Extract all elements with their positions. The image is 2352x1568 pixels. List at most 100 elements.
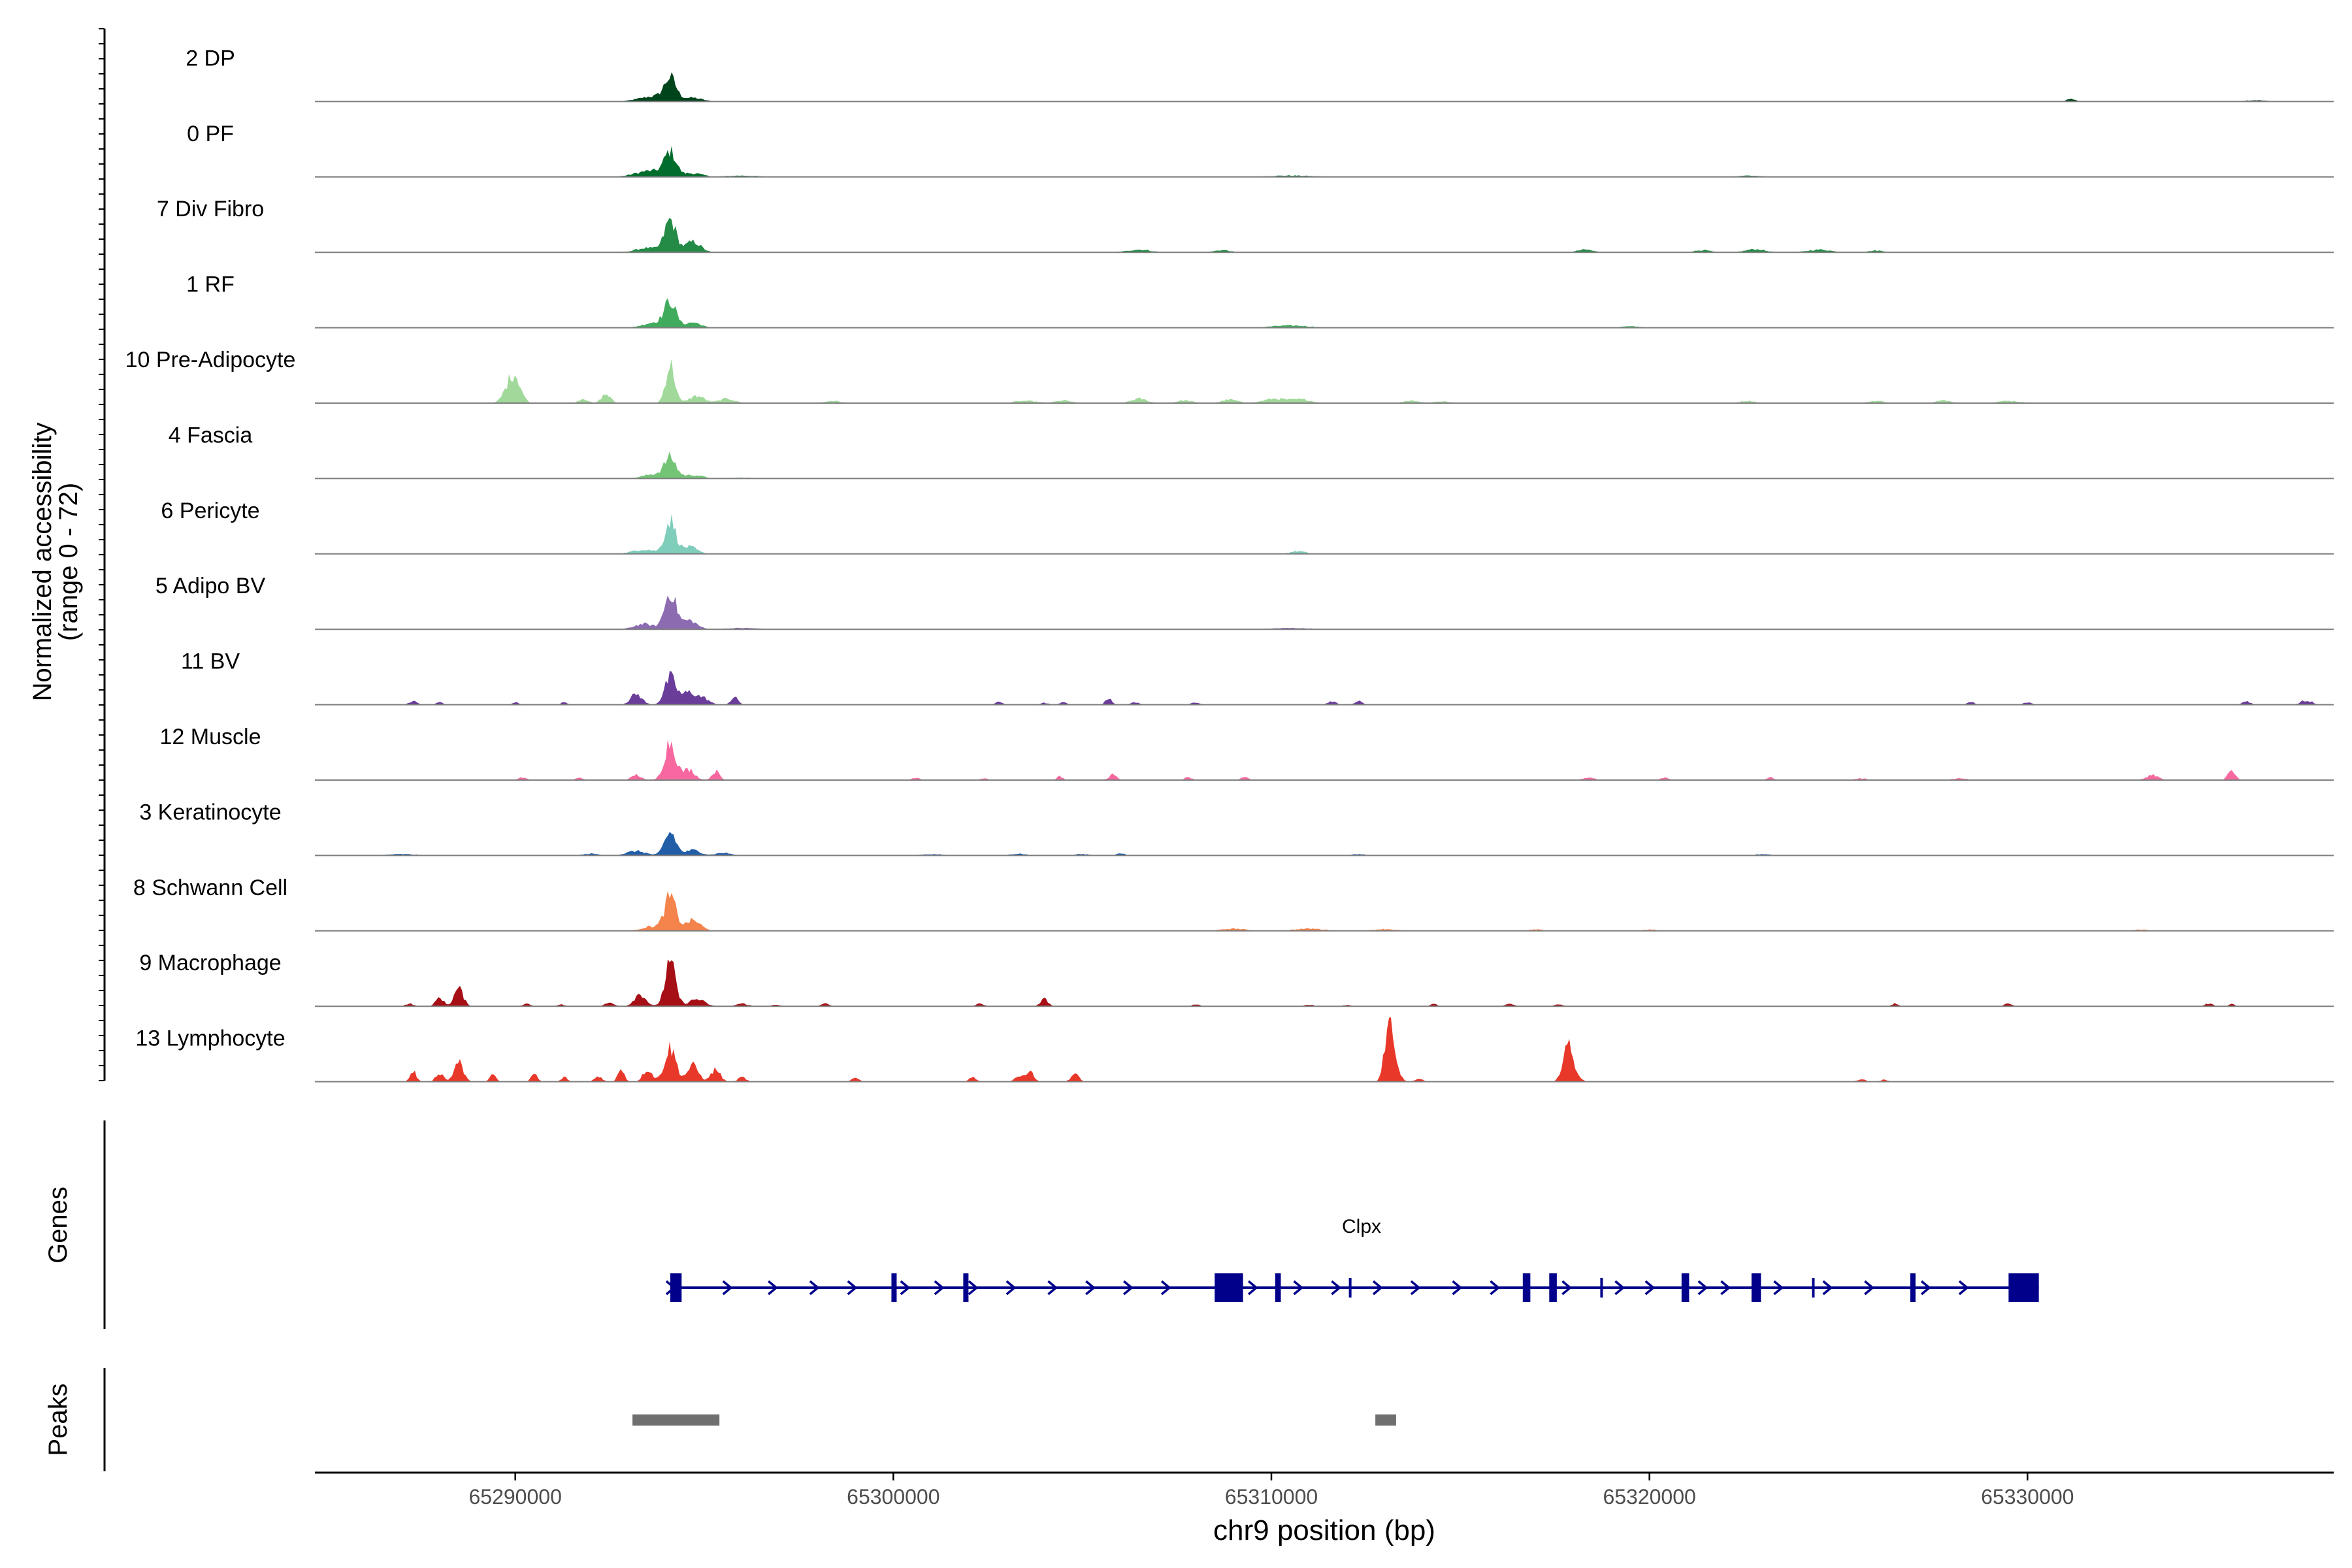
gene-exon — [1600, 1278, 1603, 1298]
coverage-area — [315, 72, 2334, 102]
track-label: 7 Div Fibro — [157, 197, 264, 221]
strand-arrow — [1920, 1280, 1931, 1296]
gene-exon — [891, 1273, 897, 1302]
track-label: 0 PF — [187, 122, 234, 146]
strand-arrow — [847, 1280, 858, 1296]
track-1-rf: 1 RF — [186, 272, 2334, 329]
gene-exon — [1275, 1273, 1281, 1302]
track-label: 9 Macrophage — [139, 951, 281, 975]
strand-arrow — [1958, 1280, 1969, 1296]
gene-exon — [1812, 1278, 1815, 1298]
track-label: 10 Pre-Adipocyte — [125, 348, 296, 372]
coverage-area — [315, 218, 2334, 253]
track-label: 1 RF — [186, 272, 235, 297]
coverage-area — [315, 832, 2334, 856]
peak-regions — [632, 1414, 1396, 1426]
track-label: 11 BV — [181, 649, 240, 674]
gene-name-label: Clpx — [1342, 1216, 1381, 1237]
strand-arrow — [1247, 1280, 1258, 1296]
coverage-tracks: 2 DP 0 PF 7 Div Fibro 1 RF 10 Pre-Adipocyte 4… — [125, 46, 2334, 1083]
gene-model — [665, 1273, 2039, 1302]
coverage-area — [315, 1017, 2334, 1082]
track-label: 2 DP — [186, 46, 235, 71]
strand-arrow — [1122, 1280, 1134, 1296]
strand-arrow — [1160, 1280, 1171, 1296]
coverage-area — [315, 514, 2334, 554]
genes-panel: Genes Clpx — [44, 1120, 2039, 1329]
track-2-dp: 2 DP — [186, 46, 2334, 103]
strand-arrow — [1005, 1280, 1017, 1296]
coverage-area — [315, 671, 2334, 705]
x-tick-label: 65320000 — [1603, 1485, 1695, 1509]
track-6-pericyte: 6 Pericyte — [161, 498, 2334, 555]
track-3-keratinocyte: 3 Keratinocyte — [139, 800, 2334, 857]
x-axis-title: chr9 position (bp) — [1213, 1514, 1435, 1546]
strand-arrow — [809, 1280, 820, 1296]
gene-exon — [1549, 1273, 1557, 1302]
strand-arrow — [1614, 1280, 1625, 1296]
coverage-area — [315, 959, 2334, 1007]
track-label: 13 Lymphocyte — [135, 1026, 285, 1051]
coverage-area — [315, 595, 2334, 630]
gene-exon — [1681, 1273, 1690, 1302]
strand-arrow — [1644, 1280, 1656, 1296]
strand-arrow — [1822, 1280, 1833, 1296]
strand-arrow — [934, 1280, 945, 1296]
track-10-pre-adipocyte: 10 Pre-Adipocyte — [125, 348, 2334, 404]
track-13-lymphocyte: 13 Lymphocyte — [135, 1017, 2334, 1083]
strand-arrow — [1331, 1280, 1342, 1296]
peaks-axis-title: Peaks — [44, 1383, 73, 1456]
strand-arrow — [1490, 1280, 1501, 1296]
coverage-area — [315, 890, 2334, 931]
gene-exon — [963, 1273, 969, 1302]
gene-exon — [1215, 1273, 1243, 1302]
track-0-pf: 0 PF — [187, 122, 2334, 178]
track-7-div-fibro: 7 Div Fibro — [157, 197, 2334, 253]
peaks-panel: Peaks — [44, 1368, 1396, 1471]
gene-exon — [670, 1273, 682, 1302]
track-8-schwann-cell: 8 Schwann Cell — [133, 875, 2334, 932]
strand-arrow — [1864, 1280, 1874, 1296]
x-tick-label: 65330000 — [1981, 1485, 2074, 1509]
strand-arrow — [900, 1280, 911, 1296]
gene-exon — [1348, 1278, 1352, 1298]
x-tick-label: 65300000 — [847, 1485, 939, 1509]
strand-arrow — [1372, 1280, 1383, 1296]
x-axis-ticks: 65290000 65300000 65310000 65320000 65330000 — [468, 1473, 2074, 1509]
coverage-area — [315, 298, 2334, 328]
strand-arrow — [1085, 1280, 1096, 1296]
gene-exon — [2008, 1273, 2039, 1302]
y-axis-title: Normalized accessibility (range 0 - 72) — [28, 423, 83, 702]
track-label: 5 Adipo BV — [155, 574, 266, 598]
peak-region-bar — [632, 1414, 720, 1426]
track-11-bv: 11 BV — [181, 649, 2334, 706]
strand-arrow — [1697, 1280, 1708, 1296]
gene-exon — [1910, 1273, 1916, 1302]
y-axis-ticks — [99, 28, 106, 1081]
strand-arrow — [1720, 1280, 1731, 1296]
y-axis-title-line2: (range 0 - 72) — [54, 483, 83, 641]
x-tick-label: 65290000 — [468, 1485, 561, 1509]
coverage-area — [315, 359, 2334, 403]
strand-arrow — [722, 1280, 733, 1296]
track-label: 12 Muscle — [160, 725, 261, 749]
strand-arrow — [1047, 1280, 1058, 1296]
peak-region-bar — [1375, 1414, 1396, 1426]
strand-arrow — [1452, 1280, 1463, 1296]
x-axis: 65290000 65300000 65310000 65320000 65330000… — [315, 1471, 2334, 1546]
coverage-area — [315, 451, 2334, 479]
track-label: 3 Keratinocyte — [139, 800, 281, 825]
gene-exon — [1522, 1273, 1531, 1302]
coverage-area — [315, 740, 2334, 780]
strand-arrow — [1773, 1280, 1784, 1296]
track-9-macrophage: 9 Macrophage — [139, 951, 2334, 1007]
x-tick-label: 65310000 — [1225, 1485, 1318, 1509]
genes-axis-title: Genes — [44, 1186, 73, 1264]
y-axis-title-line1: Normalized accessibility — [28, 423, 57, 702]
strand-arrow — [768, 1280, 778, 1296]
coverage-area — [315, 146, 2334, 177]
track-label: 8 Schwann Cell — [133, 875, 287, 900]
track-label: 6 Pericyte — [161, 498, 259, 523]
track-5-adipo-bv: 5 Adipo BV — [155, 574, 2334, 630]
strand-arrow — [1293, 1280, 1304, 1296]
